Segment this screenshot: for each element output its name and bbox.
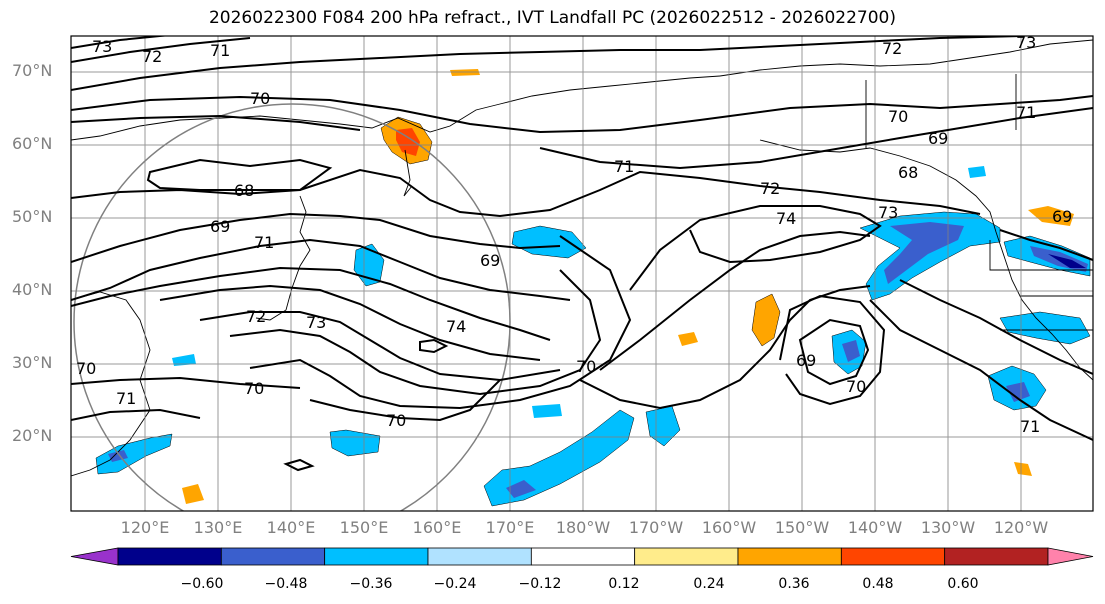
contour-label: 68 — [234, 181, 254, 200]
contour-label: 73 — [92, 37, 112, 56]
colorbar-segment — [117, 547, 222, 566]
contour-label: 72 — [142, 47, 162, 66]
lat-label: 70°N — [12, 61, 53, 80]
colorbar-extend-max — [1047, 547, 1094, 566]
colorbar-tick-label: 0.48 — [862, 576, 894, 592]
colorbar-tick-label: −0.48 — [264, 576, 308, 592]
contour-label: 70 — [576, 357, 596, 376]
contour-label: 70 — [888, 107, 908, 126]
negative-anomaly-tropical-core — [506, 480, 536, 498]
lon-label: 140°E — [266, 518, 316, 537]
contour-label: 70 — [386, 411, 406, 430]
contour-label: 71 — [116, 389, 136, 408]
positive-anomaly-bottom-left — [182, 484, 204, 504]
contour-label: 69 — [1052, 207, 1072, 226]
negative-anomaly-coast-dark — [1048, 254, 1086, 268]
lat-label: 20°N — [12, 426, 53, 445]
contour-label: 71 — [1020, 417, 1040, 436]
positive-anomaly-kamchatka-core — [396, 128, 420, 156]
colorbar-tick-label: −0.24 — [433, 576, 477, 592]
contour-label: 71 — [210, 41, 230, 60]
contour-label: 69 — [480, 251, 500, 270]
colorbar-segment — [840, 547, 946, 566]
colorbar-segment — [427, 547, 532, 566]
contour-label: 74 — [446, 317, 466, 336]
lat-label: 40°N — [12, 280, 53, 299]
lon-label: 170°W — [628, 518, 684, 537]
lon-label: 170°E — [485, 518, 535, 537]
range-circle — [73, 103, 511, 511]
contour-label: 73 — [306, 313, 326, 332]
contour-label: 70 — [846, 377, 866, 396]
contour-label: 74 — [776, 209, 796, 228]
positive-anomaly-bc — [1028, 206, 1074, 226]
lon-label: 140°W — [847, 518, 903, 537]
contour-label: 70 — [76, 359, 96, 378]
colorbar-segment — [737, 547, 842, 566]
lat-label: 30°N — [12, 353, 53, 372]
contour-labels: 73 72 71 70 68 69 71 69 72 73 74 70 70 7… — [76, 33, 1072, 436]
negative-anomaly-small-6 — [968, 166, 986, 178]
colorbar-segment — [634, 547, 739, 566]
colorbar-segment — [220, 547, 326, 566]
negative-anomaly-baja-core — [1006, 382, 1030, 402]
colorbar — [70, 547, 1094, 566]
contour-label: 73 — [1016, 33, 1036, 52]
lon-label: 180°W — [555, 518, 611, 537]
contour-label: 68 — [898, 163, 918, 182]
contour-label: 73 — [878, 203, 898, 222]
negative-anomaly-small-4 — [532, 404, 562, 418]
lon-label: 120°W — [993, 518, 1049, 537]
contour-label: 72 — [882, 39, 902, 58]
contour-label: 69 — [796, 351, 816, 370]
figure-title: 2026022300 F084 200 hPa refract., IVT La… — [208, 8, 896, 28]
negative-anomaly-small-7 — [172, 354, 196, 366]
colorbar-tick-label: −0.12 — [518, 576, 562, 592]
refractivity-contours — [71, 36, 1093, 472]
lon-label: 160°W — [701, 518, 757, 537]
contour-label: 69 — [928, 129, 948, 148]
contour-label: 70 — [250, 89, 270, 108]
contour-label: 69 — [210, 217, 230, 236]
colorbar-tick-label: 0.12 — [608, 576, 640, 592]
colorbar-segment — [530, 547, 636, 566]
colorbar-tick-label: 0.36 — [778, 576, 810, 592]
positive-anomaly-small-1 — [678, 332, 698, 346]
colorbar-extend-min — [70, 547, 119, 566]
contour-label: 71 — [614, 157, 634, 176]
negative-anomaly-low-core — [842, 340, 860, 362]
contour-label: 72 — [246, 307, 266, 326]
colorbar-tick-label: −0.36 — [349, 576, 393, 592]
colorbar-tick-label: 0.24 — [693, 576, 725, 592]
contour-label: 71 — [254, 233, 274, 252]
shaded-regions — [95, 69, 1091, 507]
negative-anomaly-pacific-1 — [511, 225, 587, 259]
lat-label: 60°N — [12, 134, 53, 153]
positive-anomaly-pacific — [751, 293, 781, 347]
negative-anomaly-sw-us — [999, 311, 1091, 345]
negative-anomaly-west — [95, 433, 173, 475]
contour-label: 72 — [760, 179, 780, 198]
colorbar-tick-label: 0.60 — [947, 576, 979, 592]
map-frame — [70, 35, 1094, 512]
positive-anomaly-small-2 — [1014, 462, 1032, 476]
negative-anomaly-small-5 — [645, 405, 681, 447]
contour-label: 71 — [1016, 103, 1036, 122]
lon-label: 120°E — [120, 518, 170, 537]
lon-label: 150°W — [774, 518, 830, 537]
lon-label: 130°W — [920, 518, 976, 537]
negative-anomaly-ar-core — [884, 222, 964, 284]
contour-label: 70 — [244, 379, 264, 398]
negative-anomaly-small-3 — [329, 429, 381, 457]
lat-label: 50°N — [12, 207, 53, 226]
negative-anomaly-tropical — [483, 409, 635, 507]
lon-label: 130°E — [193, 518, 243, 537]
colorbar-segment — [324, 547, 429, 566]
colorbar-segment — [944, 547, 1049, 566]
lon-label: 150°E — [339, 518, 389, 537]
colorbar-tick-label: −0.60 — [180, 576, 224, 592]
lon-label: 160°E — [412, 518, 462, 537]
